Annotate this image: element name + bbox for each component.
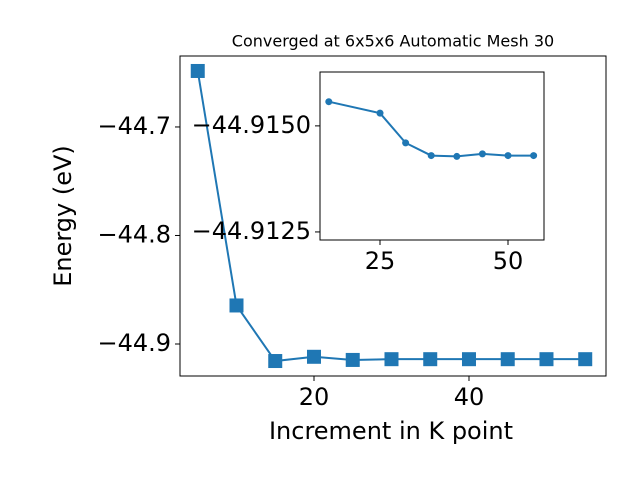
marker: [325, 98, 333, 106]
marker: [461, 352, 476, 367]
marker: [504, 152, 512, 160]
y-axis-label: Energy (eV): [49, 145, 77, 287]
y-tick-label: −44.9125: [192, 217, 311, 245]
marker: [384, 352, 399, 367]
marker: [423, 352, 438, 367]
y-tick-label: −44.9150: [192, 111, 311, 139]
marker: [376, 109, 384, 117]
y-tick-label: −44.8: [97, 220, 171, 248]
marker: [190, 63, 205, 78]
y-tick-label: −44.9: [97, 329, 171, 357]
marker: [306, 349, 321, 364]
marker: [530, 152, 538, 160]
marker: [453, 152, 461, 160]
marker: [578, 352, 593, 367]
x-tick-label: 25: [365, 247, 396, 275]
chart-title: Converged at 6x5x6 Automatic Mesh 30: [232, 32, 554, 51]
line: [328, 100, 534, 158]
y-tick-label: −44.7: [97, 112, 171, 140]
marker: [427, 152, 435, 160]
marker: [478, 150, 486, 158]
marker: [268, 354, 283, 369]
marker: [539, 352, 554, 367]
x-tick-label: 40: [454, 383, 485, 411]
axes-frame: [319, 71, 545, 241]
x-tick-label: 20: [299, 383, 330, 411]
x-tick-label: 50: [493, 247, 524, 275]
marker: [229, 298, 244, 313]
marker: [500, 352, 515, 367]
marker: [402, 139, 410, 147]
x-axis-label: Increment in K point: [269, 417, 513, 445]
marker: [345, 352, 360, 367]
axes-frame: [179, 55, 607, 377]
